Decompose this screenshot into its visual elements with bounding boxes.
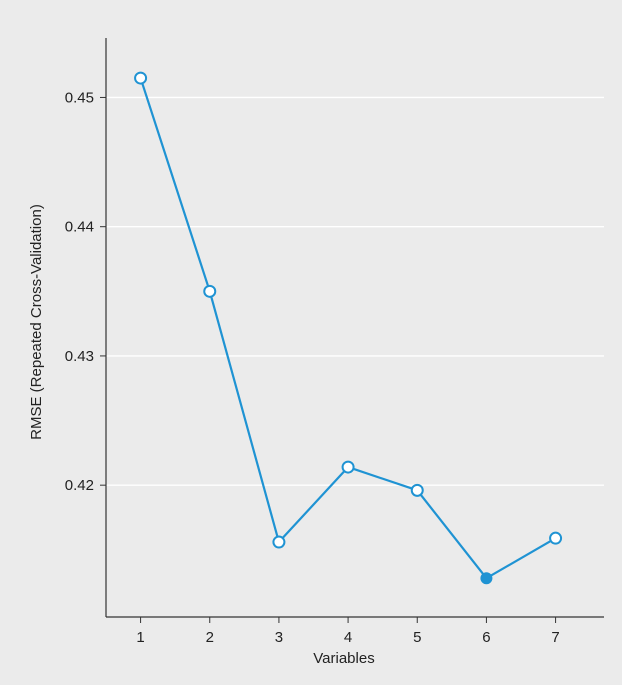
x-tick-label: 2 — [206, 629, 214, 646]
x-tick-label: 6 — [482, 629, 490, 646]
x-tick-label: 7 — [551, 629, 559, 646]
y-tick-labels: 0.42 0.43 0.44 0.45 — [65, 89, 106, 494]
y-tick-label: 0.44 — [65, 219, 94, 236]
y-tick-label: 0.43 — [65, 348, 94, 365]
y-tick-label: 0.45 — [65, 89, 94, 106]
data-point — [134, 71, 148, 85]
x-axis-title: Variables — [313, 650, 374, 667]
data-point — [410, 483, 424, 497]
series-group — [134, 71, 563, 585]
data-point — [549, 531, 563, 545]
y-tick-label: 0.42 — [65, 477, 94, 494]
data-point — [203, 284, 217, 298]
axes — [105, 38, 604, 618]
x-tick-label: 5 — [413, 629, 421, 646]
y-axis-title: RMSE (Repeated Cross-Validation) — [28, 204, 45, 440]
data-point — [341, 460, 355, 474]
x-tick-label: 4 — [344, 629, 352, 646]
data-point — [272, 535, 286, 549]
x-tick-label: 3 — [275, 629, 283, 646]
x-tick-label: 1 — [136, 629, 144, 646]
selected-data-point — [480, 572, 493, 585]
x-tick-labels: 1 2 3 4 5 6 7 — [136, 617, 560, 646]
